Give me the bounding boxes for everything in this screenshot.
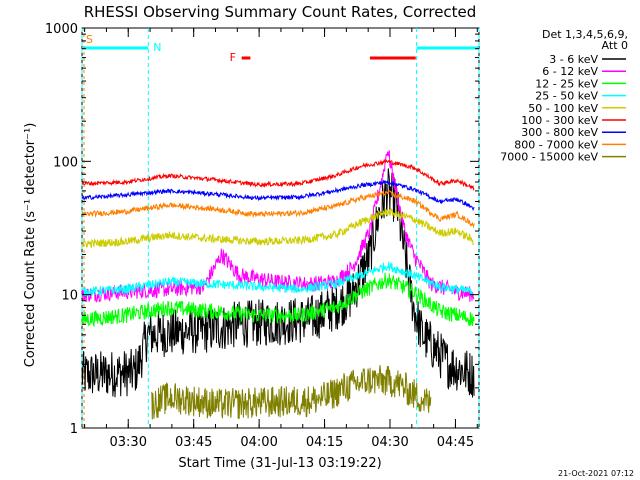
y-axis-label: Corrected Count Rate (s⁻¹ detector⁻¹) [23,123,38,368]
series-line [81,178,475,211]
series-line [81,272,475,327]
series-line [81,159,475,192]
legend-entry-label: 25 - 50 keV [535,90,598,103]
series-lines [81,150,475,420]
legend-header: Det 1,3,4,5,6,9, [542,28,628,41]
legend-entry-label: 50 - 100 keV [528,102,598,115]
x-axis: 03:30 03:45 04:00 04:15 04:30 04:45 [84,28,478,450]
saa-label: S [86,33,93,46]
x-tick-label: 04:30 [371,435,408,450]
y-tick-label: 1 [70,422,78,437]
series-line [151,365,432,420]
series-line [81,150,475,304]
series-line [81,261,475,297]
legend-entry-label: 7000 - 15000 keV [500,151,598,164]
x-tick-label: 03:30 [110,435,147,450]
y-axis: 1 10 100 1000 [45,22,479,437]
legend-header: Att 0 [602,39,628,52]
x-tick-label: 04:45 [437,435,474,450]
x-axis-label: Start Time (31-Jul-13 03:19:22) [178,456,381,471]
y-tick-label: 1000 [45,22,78,37]
legend-entry-label: 12 - 25 keV [535,77,598,90]
flag-bars: S N F [81,28,480,428]
x-tick-label: 03:45 [175,435,212,450]
series-line [81,190,475,229]
night-label: N [153,41,161,54]
legend-entry-label: 100 - 300 keV [521,114,598,127]
chart-title: RHESSI Observing Summary Count Rates, Co… [84,3,477,21]
x-tick-label: 04:15 [306,435,343,450]
y-tick-label: 10 [61,289,78,304]
legend-entry-label: 6 - 12 keV [542,65,598,78]
series-line [81,207,475,249]
y-tick-label: 100 [53,155,78,170]
flare-label: F [230,51,236,64]
footer-date: 21-Oct-2021 07:12 [558,469,634,478]
legend-entry-label: 300 - 800 keV [521,126,598,139]
x-tick-label: 04:00 [240,435,277,450]
legend-entry-label: 800 - 7000 keV [514,138,598,151]
legend-entry-label: 3 - 6 keV [549,53,598,66]
